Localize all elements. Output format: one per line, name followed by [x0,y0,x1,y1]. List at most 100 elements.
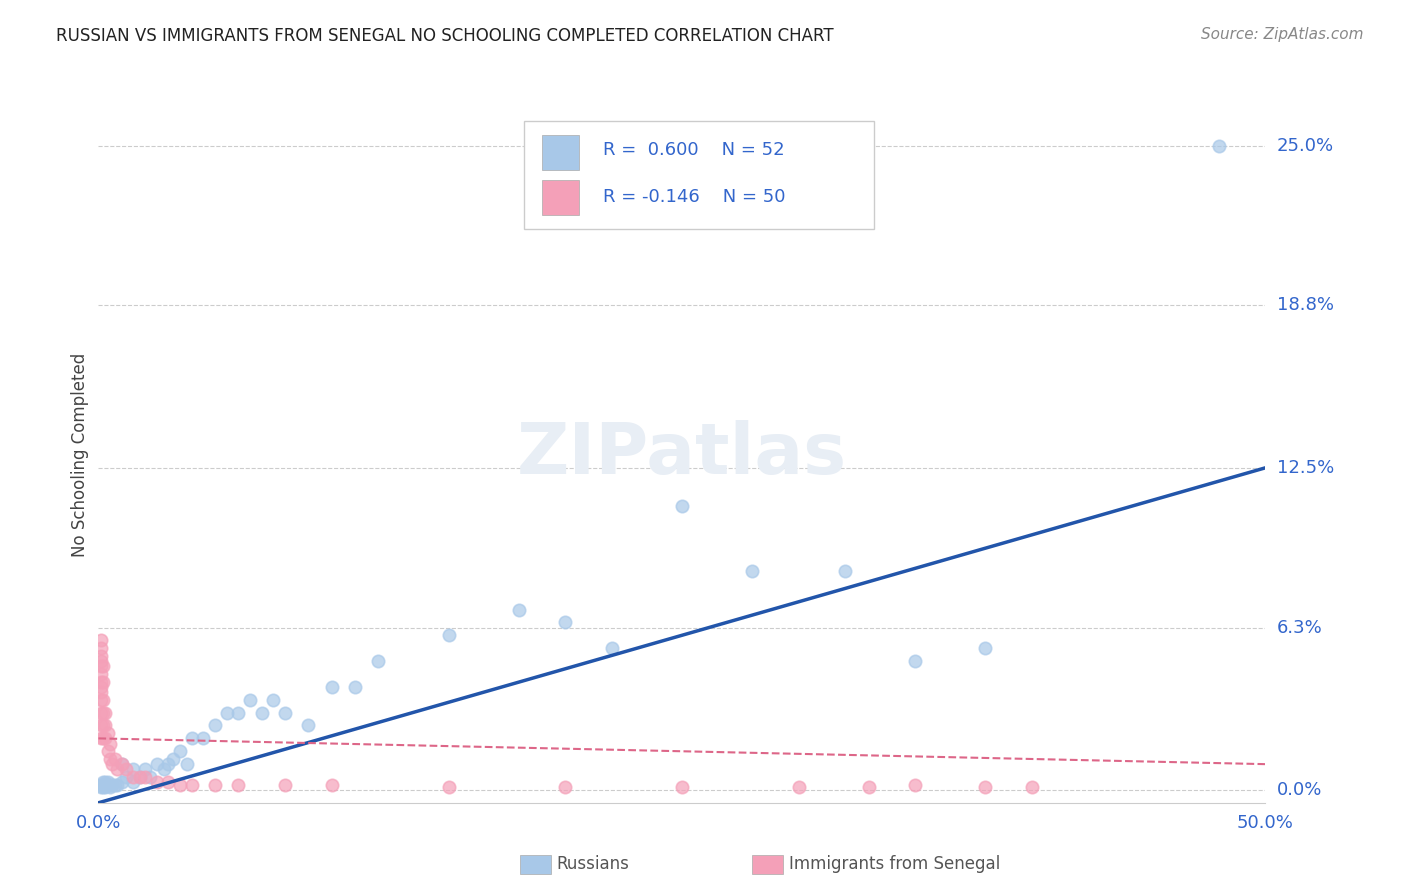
Point [91,780,114,795]
Point [508,602,530,616]
Point [94,778,117,792]
Point [858,780,880,795]
Point [90,731,112,746]
Point [91,692,114,706]
Point [90,778,112,792]
Point [228,706,250,720]
Point [90,659,112,673]
Point [101,757,124,772]
Point [228,778,250,792]
Text: Source: ZipAtlas.com: Source: ZipAtlas.com [1201,27,1364,42]
Point [787,780,810,795]
Point [134,762,156,776]
Point [104,778,127,792]
Point [904,778,927,792]
Point [180,778,202,792]
Point [111,757,134,772]
Point [162,752,184,766]
Point [101,778,124,792]
Point [94,780,117,795]
Point [834,564,856,578]
Point [239,692,262,706]
Point [97,775,120,789]
Point [146,775,169,789]
Point [274,706,297,720]
Point [98,752,121,766]
Point [94,775,117,789]
Point [554,780,576,795]
Point [90,654,112,668]
Point [437,628,460,642]
Point [122,770,145,784]
Text: 12.5%: 12.5% [1277,458,1334,477]
Point [297,718,319,732]
Text: R = -0.146    N = 50: R = -0.146 N = 50 [603,188,785,206]
Point [321,680,343,694]
Point [98,778,121,792]
Point [344,680,367,694]
Text: R =  0.600    N = 52: R = 0.600 N = 52 [603,141,785,159]
Point [98,780,121,795]
Point [169,744,191,758]
Point [134,770,156,784]
Point [97,744,120,758]
FancyBboxPatch shape [524,121,875,229]
Point [367,654,389,668]
Text: 0.0%: 0.0% [1277,780,1322,799]
Point [215,706,238,720]
Point [554,615,576,630]
Point [157,775,180,789]
Point [90,680,112,694]
Point [94,706,117,720]
Text: Immigrants from Senegal: Immigrants from Senegal [789,855,1000,873]
Text: 25.0%: 25.0% [1277,136,1334,154]
Text: ZIPatlas: ZIPatlas [517,420,846,490]
Point [139,770,162,784]
Point [97,778,120,792]
Point [176,757,198,772]
Point [90,674,112,689]
Point [90,633,112,648]
Point [122,775,145,789]
Point [129,770,152,784]
Point [974,641,997,656]
Point [91,706,114,720]
Point [204,778,226,792]
Point [115,762,138,776]
Point [90,692,112,706]
Point [169,778,191,792]
Point [193,731,215,746]
Point [671,780,693,795]
Point [94,718,117,732]
Point [250,706,273,720]
Point [90,685,112,699]
Point [111,757,134,772]
Point [91,674,114,689]
Point [437,780,460,795]
Point [974,780,997,795]
Point [129,770,152,784]
Point [204,718,226,732]
Point [105,778,128,792]
Point [90,667,112,681]
Point [115,770,138,784]
Point [91,731,114,746]
Point [94,731,117,746]
Point [105,762,128,776]
Point [91,718,114,732]
Point [274,778,297,792]
Point [91,659,114,673]
Point [671,500,693,514]
Point [600,641,623,656]
Point [146,757,169,772]
Point [741,564,763,578]
Y-axis label: No Schooling Completed: No Schooling Completed [70,353,89,557]
Point [90,648,112,663]
Point [1208,138,1230,153]
Point [122,762,145,776]
Point [90,641,112,656]
Point [1021,780,1043,795]
Point [111,775,134,789]
Point [262,692,284,706]
Point [152,762,174,776]
